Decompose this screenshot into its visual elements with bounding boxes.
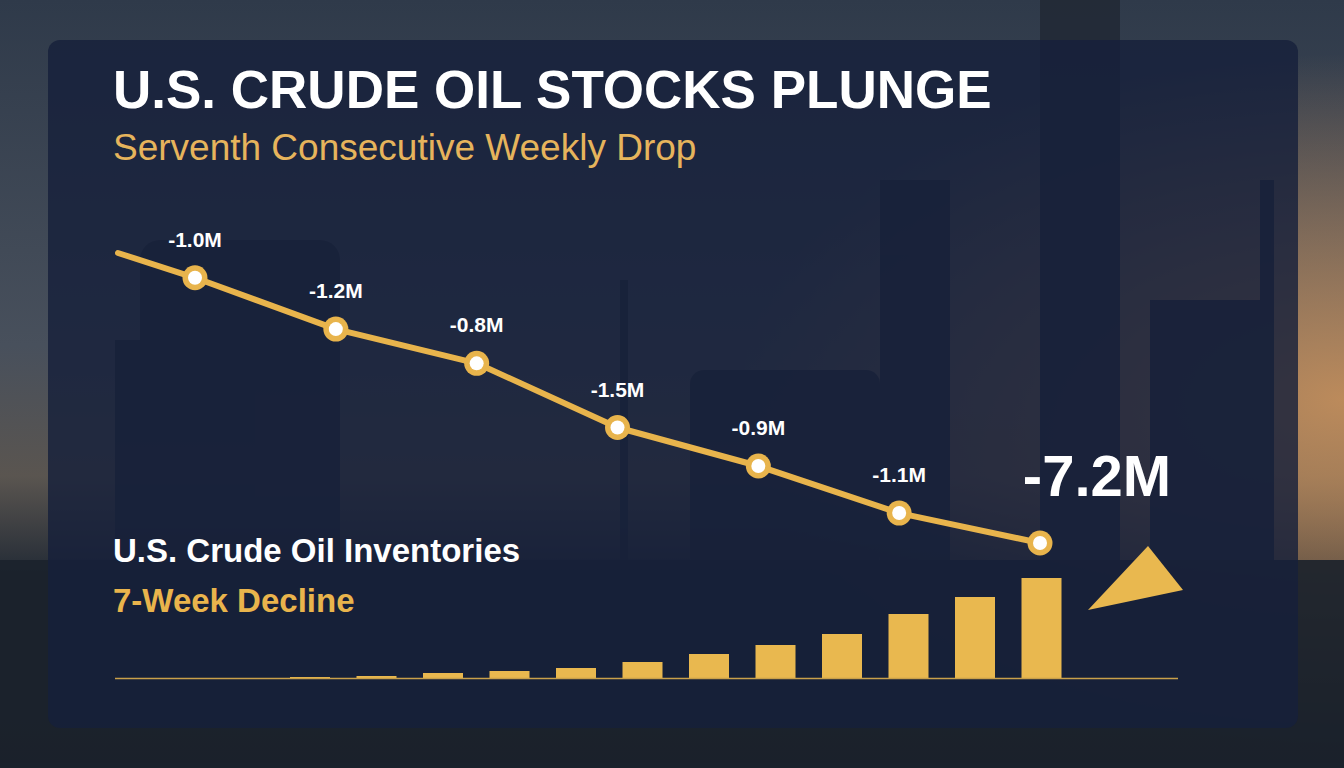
marker-ring <box>183 265 208 290</box>
marker-dot <box>329 322 343 336</box>
marker-ring <box>605 415 630 440</box>
marker <box>887 501 912 526</box>
data-label: -1.2M <box>309 279 363 302</box>
marker-ring <box>746 454 771 479</box>
marker-ring <box>323 317 348 342</box>
plot-area <box>118 253 1053 556</box>
decorative-bar <box>889 614 929 678</box>
decorative-bars <box>290 578 1062 678</box>
data-line <box>195 278 1040 543</box>
chart-svg: U.S. CRUDE OIL STOCKS PLUNGE Serventh Con… <box>0 0 1344 768</box>
decorative-bar <box>423 673 463 678</box>
marker <box>605 415 630 440</box>
background <box>0 0 1344 768</box>
marker <box>464 351 489 376</box>
panel <box>48 40 1298 728</box>
decorative-bar <box>822 634 862 678</box>
data-label: -0.9M <box>731 416 785 439</box>
refinery-silhouette <box>0 0 1344 768</box>
subtitle: Serventh Consecutive Weekly Drop <box>113 127 696 168</box>
marker <box>1028 531 1053 556</box>
marker-dot <box>1033 536 1047 550</box>
decorative-bar <box>490 671 530 678</box>
marker-ring <box>464 351 489 376</box>
decorative-bar <box>756 645 796 678</box>
data-labels: -1.0M -1.2M -0.8M -1.5M -0.9M -1.1M -7.2M <box>168 228 1171 508</box>
marker <box>183 265 208 290</box>
marker <box>746 454 771 479</box>
decorative-bar <box>623 662 663 678</box>
marker-ring <box>887 501 912 526</box>
title: U.S. CRUDE OIL STOCKS PLUNGE <box>113 60 992 119</box>
total-label: -7.2M <box>1023 443 1171 508</box>
marker <box>323 317 348 342</box>
marker-dot <box>188 271 202 285</box>
decorative-bar <box>556 668 596 678</box>
data-label: -0.8M <box>450 313 504 336</box>
decorative-arrow <box>1088 546 1183 610</box>
marker-dot <box>611 421 625 435</box>
annotation: 7-Week Decline <box>113 582 355 619</box>
marker-dot <box>751 459 765 473</box>
baseline <box>115 678 1178 680</box>
data-label: -1.0M <box>168 228 222 251</box>
data-label: -1.5M <box>591 378 645 401</box>
annotation: U.S. Crude Oil Inventories <box>113 532 520 569</box>
chart-root: U.S. CRUDE OIL STOCKS PLUNGE Serventh Con… <box>0 0 1344 768</box>
decorative-bar <box>1022 578 1062 678</box>
decorative-bar <box>955 597 995 678</box>
marker-dot <box>892 506 906 520</box>
data-label: -1.1M <box>872 463 926 486</box>
marker-ring <box>1028 531 1053 556</box>
background-glow <box>0 0 1344 768</box>
decorative-bar <box>689 654 729 678</box>
marker-dot <box>470 356 484 370</box>
decorative-bar <box>357 676 397 678</box>
